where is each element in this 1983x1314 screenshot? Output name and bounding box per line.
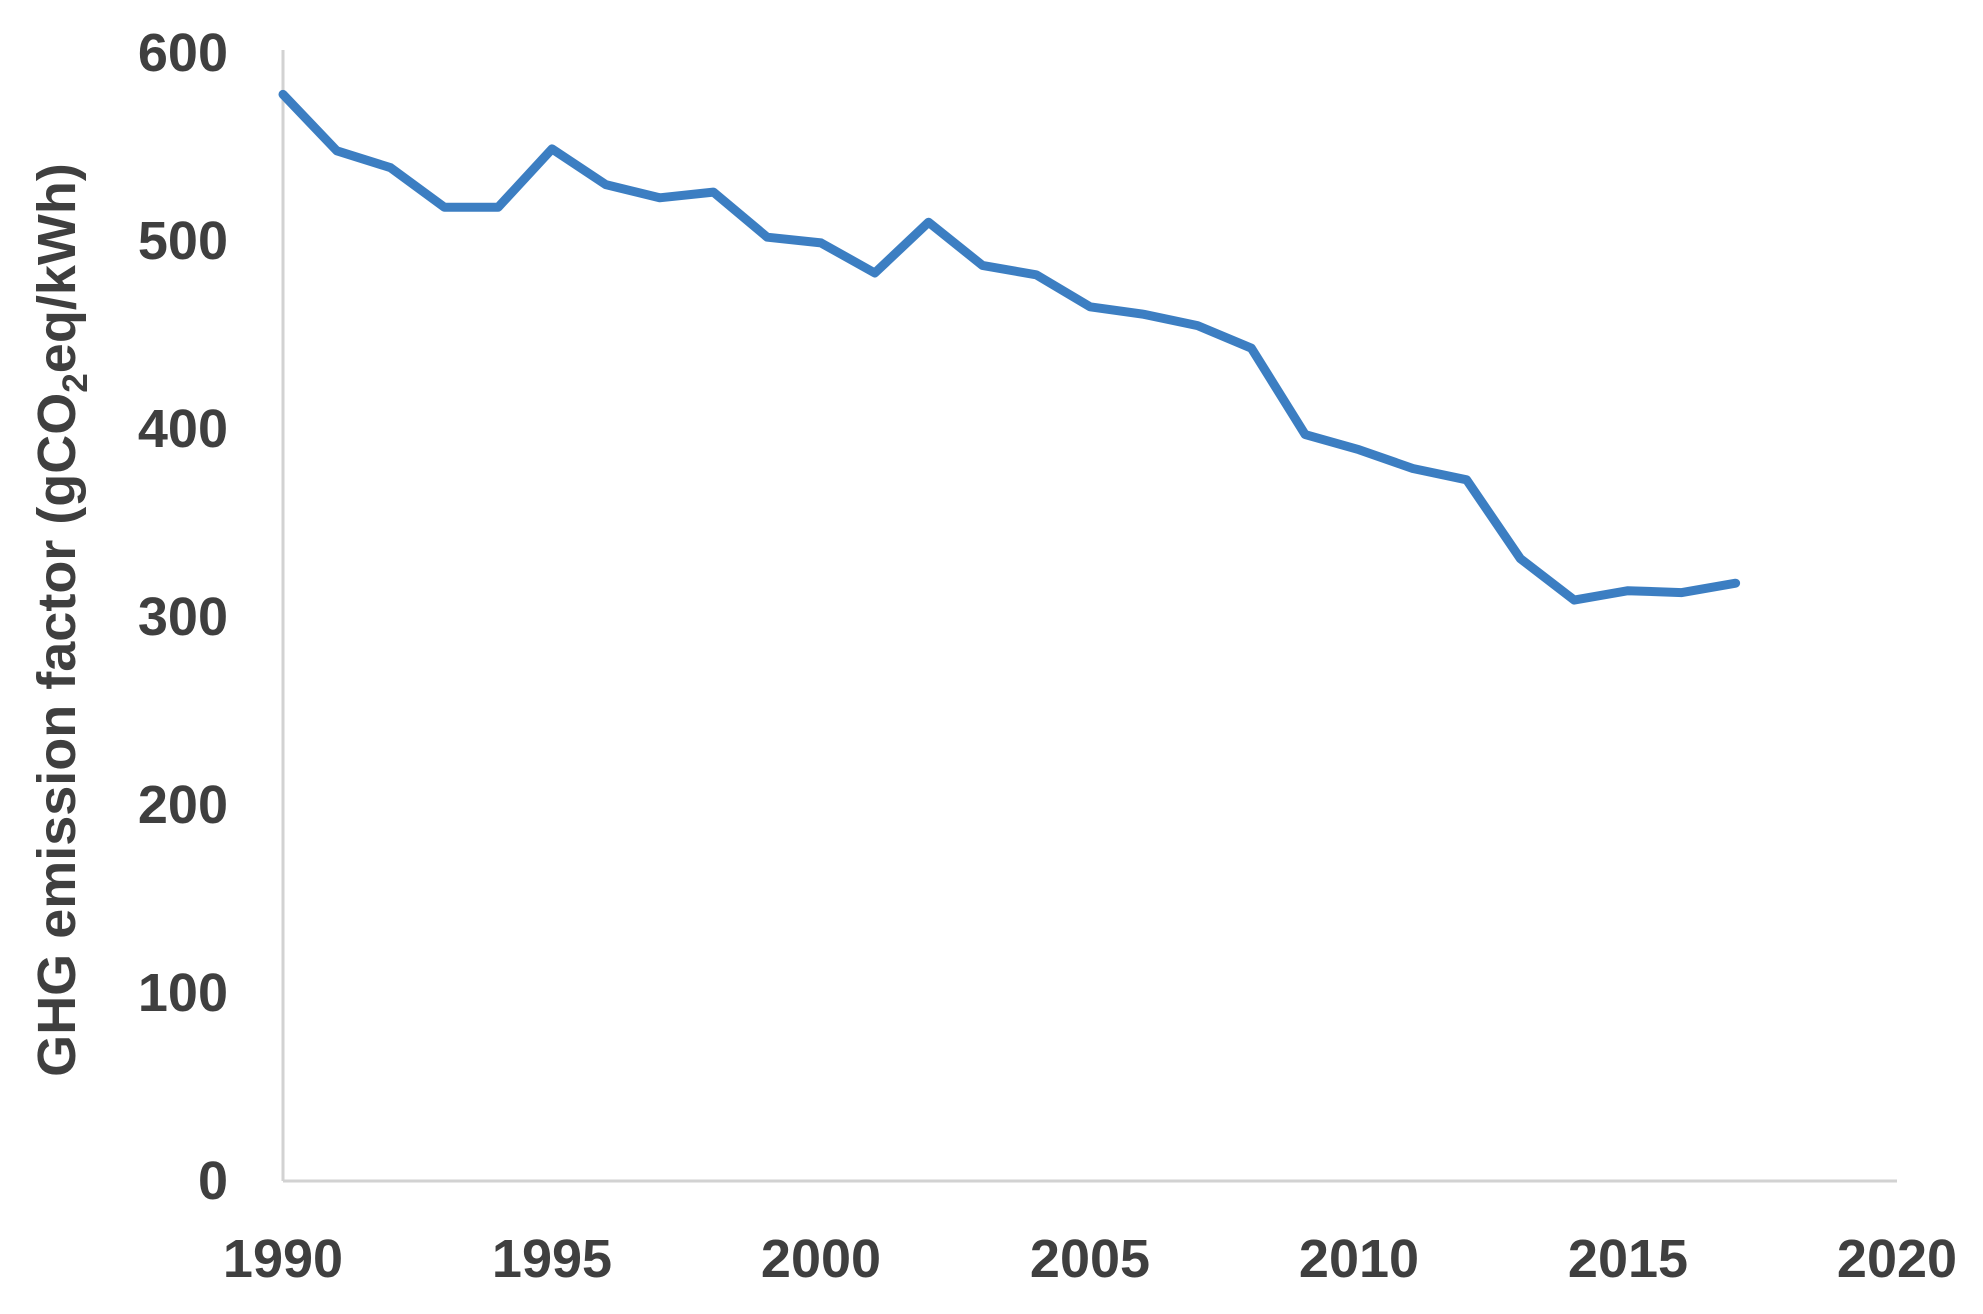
x-tick-label: 1990 bbox=[222, 1229, 344, 1289]
y-axis-title-text: GHG emission factor (gCO bbox=[27, 392, 87, 1077]
emission-factor-line bbox=[278, 89, 1741, 605]
x-tick-label: 2010 bbox=[1298, 1229, 1420, 1289]
x-tick-label: 2005 bbox=[1029, 1229, 1151, 1289]
y-tick-label: 0 bbox=[197, 1151, 228, 1211]
y-axis-title: GHG emission factor (gCO2eq/kWh) bbox=[26, 163, 95, 1077]
y-tick-label: 200 bbox=[137, 775, 228, 835]
y-tick-label: 300 bbox=[137, 587, 228, 647]
y-tick-label: 100 bbox=[137, 963, 228, 1023]
y-tick-label: 400 bbox=[137, 399, 228, 459]
y-tick-label: 500 bbox=[137, 211, 228, 271]
x-tick-label: 1995 bbox=[491, 1229, 613, 1289]
y-axis-title-text-suffix: eq/kWh) bbox=[27, 163, 87, 374]
x-tick-label: 2015 bbox=[1567, 1229, 1689, 1289]
x-tick-label: 2000 bbox=[760, 1229, 882, 1289]
y-tick-label: 600 bbox=[137, 23, 228, 83]
x-tick-label: 2020 bbox=[1836, 1229, 1958, 1289]
y-axis-title-subscript: 2 bbox=[55, 373, 95, 393]
